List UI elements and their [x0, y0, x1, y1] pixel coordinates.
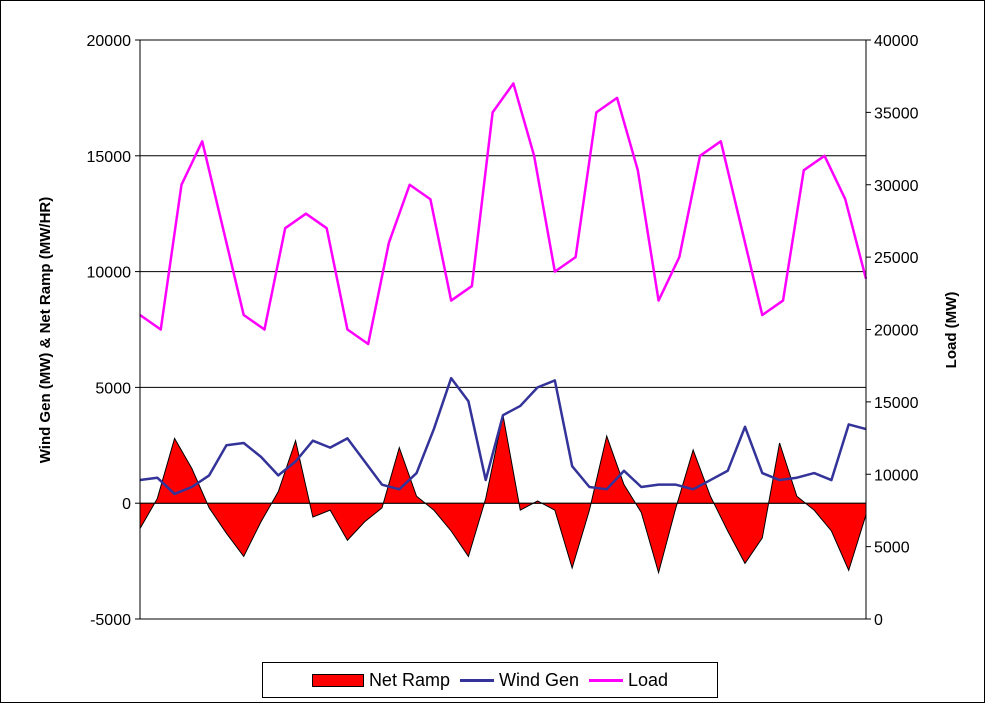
y-axis-label-left: Wind Gen (MW) & Net Ramp (MW/HR) [37, 197, 54, 464]
series-wind-gen-line [139, 376, 867, 496]
y-tick-label-right: 0 [874, 612, 883, 629]
series-load-line [139, 82, 868, 346]
y-tick-label-left: 10000 [87, 265, 132, 282]
y-tick-label-right: 20000 [874, 323, 919, 340]
legend-item-load: Load [589, 670, 668, 691]
series-net-ramp-area [139, 415, 867, 575]
y-tick-label-right: 35000 [874, 105, 919, 122]
y-tick-label-right: 15000 [874, 395, 919, 412]
y-tick-label-right: 30000 [874, 178, 919, 195]
y-tick-label-right: 40000 [874, 33, 919, 50]
legend-swatch-load [589, 678, 624, 682]
y-tick-label-right: 5000 [874, 540, 910, 557]
y-tick-label-left: -5000 [90, 612, 131, 629]
legend-swatch-wind-gen [459, 678, 494, 682]
y-tick-label-left: 0 [122, 496, 131, 513]
legend-label-wind-gen: Wind Gen [498, 669, 580, 690]
y-tick-label-left: 15000 [87, 149, 132, 166]
legend-label-load: Load [628, 669, 669, 690]
legend-item-wind-gen: Wind Gen [459, 669, 580, 691]
y-axis-label-right: Load (MW) [943, 292, 960, 369]
legend: Net Ramp Wind Gen Load [262, 662, 718, 698]
y-tick-label-right: 25000 [874, 250, 919, 267]
legend-swatch-net-ramp [311, 673, 364, 687]
legend-label-net-ramp: Net Ramp [368, 669, 450, 690]
y-tick-label-left: 5000 [95, 380, 131, 397]
legend-item-net-ramp: Net Ramp [311, 669, 450, 691]
y-tick-label-left: 20000 [87, 33, 132, 50]
y-tick-label-right: 10000 [874, 467, 919, 484]
